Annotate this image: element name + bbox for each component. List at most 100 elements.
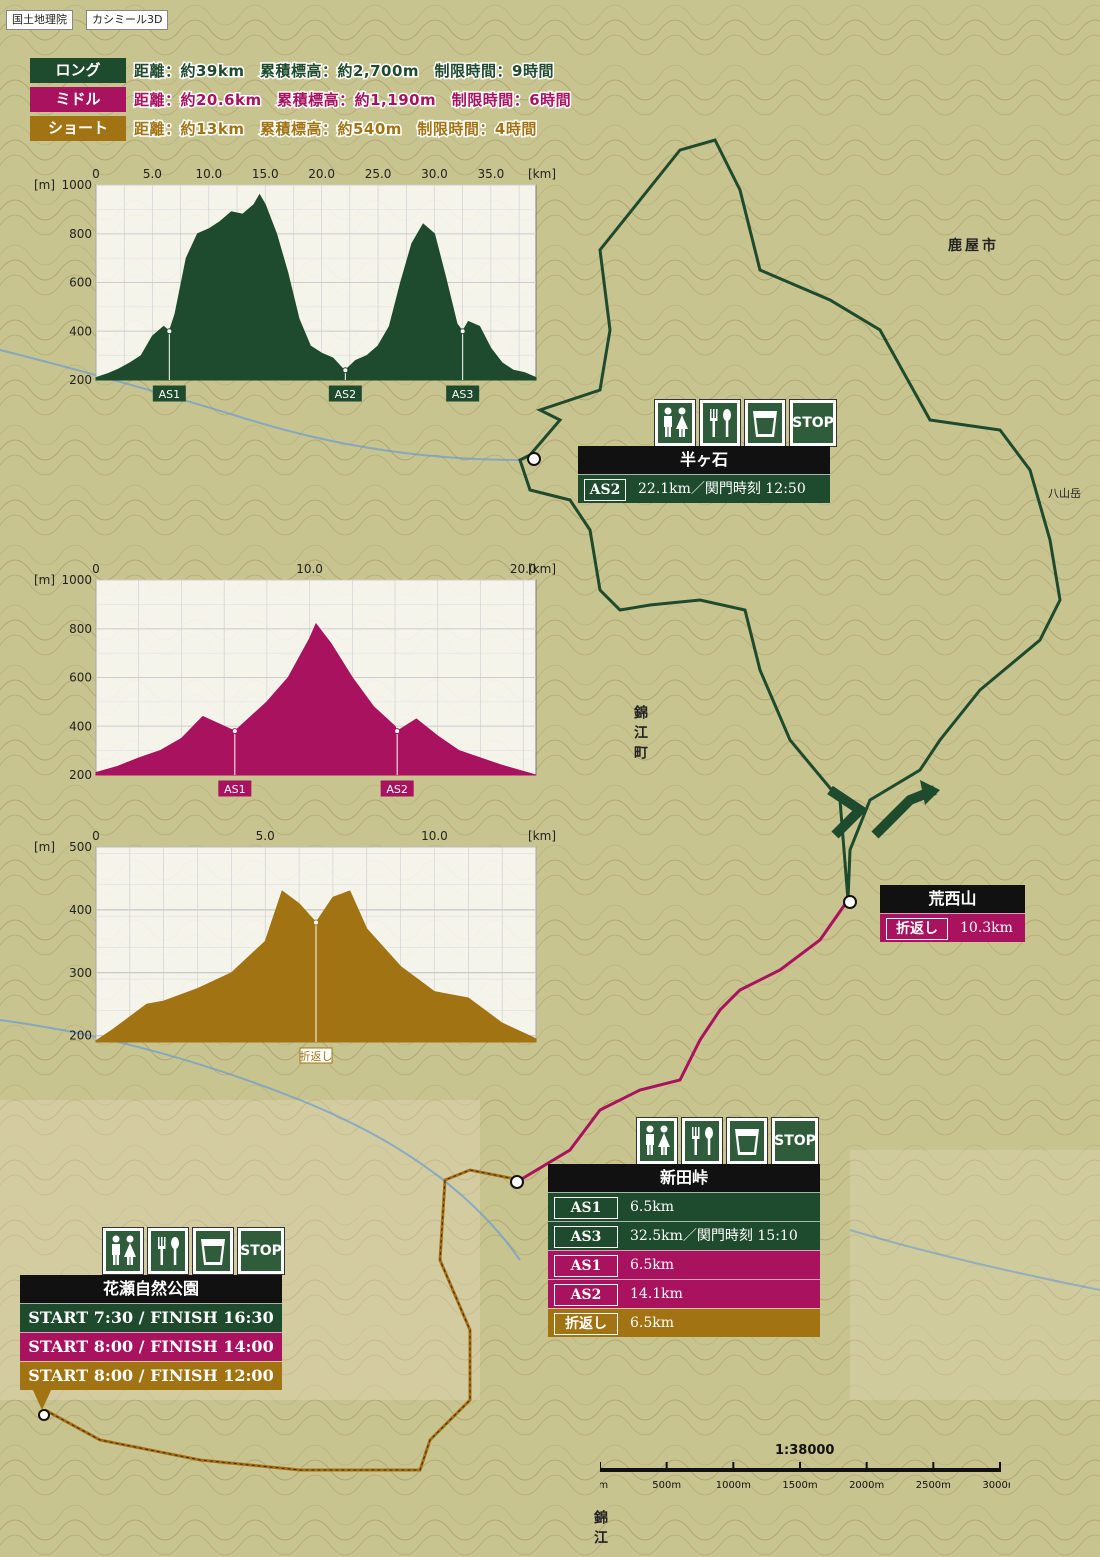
marker-label-box xyxy=(380,780,414,797)
y-tick-label: 200 xyxy=(69,1029,92,1043)
poi-row-tag: AS1 xyxy=(554,1255,618,1277)
scale-tick-label: 2500m xyxy=(916,1480,951,1491)
poi-name-shindatoge: 新田峠 xyxy=(548,1164,820,1192)
y-tick-label: 200 xyxy=(69,768,92,782)
marker-point xyxy=(459,328,466,335)
long-route xyxy=(518,138,1062,901)
drink-cup-icon xyxy=(745,400,785,446)
x-tick-label: 10.0 xyxy=(195,167,222,181)
poi-name-hanase: 花瀬自然公園 xyxy=(20,1275,282,1303)
marker-point xyxy=(342,367,349,374)
middle-route xyxy=(519,899,850,1182)
poi-row-value: 32.5km／関門時刻 15:10 xyxy=(630,1228,798,1244)
pin-hangaishi xyxy=(527,452,541,466)
elevation-chart-long: 1000 800 600 400 200 [m] 0 5.0 10.0 15.0 20.0 25.0 3… xyxy=(30,160,560,410)
course-info-long: 距離：約39km 累積標高：約2,700m 制限時間：9時間 xyxy=(133,61,556,82)
map-label-nishikie-bottom: 錦江 xyxy=(592,1510,608,1550)
poi-row-tag: AS3 xyxy=(554,1226,618,1248)
marker-point xyxy=(166,328,173,335)
marker-label-box xyxy=(446,385,480,402)
poi-row: AS3 32.5km／関門時刻 15:10 xyxy=(548,1221,820,1250)
facility-icons-hangaishi: STOP xyxy=(655,400,836,446)
course-row-short: ショート 距離：約13km 累積標高：約540m 制限時間：4時間 xyxy=(30,116,538,141)
poi-row-value: 22.1km／関門時刻 12:50 xyxy=(638,481,806,497)
scale-tick xyxy=(932,1462,935,1472)
poi-row-tag: AS1 xyxy=(554,1197,618,1219)
course-info-short: 距離：約13km 累積標高：約540m 制限時間：4時間 xyxy=(133,119,538,140)
scale-ratio: 1:38000 xyxy=(775,1443,835,1458)
x-unit-label: [km] xyxy=(528,562,556,576)
scale-tick-label: 1500m xyxy=(782,1480,817,1491)
poi-row: 折返し 6.5km xyxy=(548,1308,820,1337)
y-tick-label: 800 xyxy=(69,227,92,241)
scale-tick xyxy=(999,1462,1001,1472)
y-tick-label: 600 xyxy=(69,671,92,685)
marker-label: AS2 xyxy=(335,388,357,401)
marker-label: AS1 xyxy=(224,783,246,796)
scale-tick xyxy=(865,1462,868,1472)
poi-row: AS2 14.1km xyxy=(548,1279,820,1308)
y-unit-label: [m] xyxy=(34,840,55,854)
x-unit-label: [km] xyxy=(528,829,556,843)
scale-tick xyxy=(665,1462,668,1472)
x-tick-label: 20.0 xyxy=(308,167,335,181)
marker-point xyxy=(394,728,401,735)
y-tick-label: 300 xyxy=(69,966,92,980)
marker-label: AS3 xyxy=(452,388,474,401)
poi-row: 折返し 10.3km xyxy=(880,913,1025,942)
course-row-long: ロング 距離：約39km 累積標高：約2,700m 制限時間：9時間 xyxy=(30,58,556,83)
poi-row-value: 14.1km xyxy=(630,1286,683,1302)
poi-row-value: 6.5km xyxy=(630,1257,675,1273)
scale-tick-label: 500m xyxy=(652,1480,681,1491)
poi-row-value: START 7:30 / FINISH 16:30 xyxy=(28,1308,274,1327)
x-tick-label: 5.0 xyxy=(256,829,275,843)
elevation-chart-short: 500 400 300 200 [m] 0 5.0 10.0 [km] 折返し xyxy=(30,825,560,1075)
y-tick-label: 800 xyxy=(69,622,92,636)
course-tag-short: ショート xyxy=(30,116,126,141)
scale-tick xyxy=(799,1462,801,1472)
x-tick-label: 10.0 xyxy=(421,829,448,843)
y-tick-label: 500 xyxy=(69,840,92,854)
poi-row: START 8:00 / FINISH 14:00 xyxy=(20,1332,282,1361)
marker-label: AS2 xyxy=(386,783,408,796)
x-tick-label: 15.0 xyxy=(252,167,279,181)
credit-kashmir3d: カシミール3D xyxy=(86,10,169,30)
food-icon xyxy=(148,1228,188,1274)
marker-label: 折返し xyxy=(300,1049,333,1063)
poi-name-arasaiyama: 荒西山 xyxy=(880,885,1025,913)
y-tick-label: 600 xyxy=(69,276,92,290)
restroom-icon xyxy=(655,400,695,446)
y-tick-label: 1000 xyxy=(61,573,92,587)
poi-row-tag: 折返し xyxy=(554,1313,618,1335)
x-tick-label: 20.0 xyxy=(510,562,537,576)
scale-tick xyxy=(600,1462,601,1472)
y-tick-label: 400 xyxy=(69,719,92,733)
poi-row-value: 10.3km xyxy=(960,920,1013,936)
elevation-area xyxy=(95,622,537,776)
course-tag-middle: ミドル xyxy=(30,87,126,112)
pin-shindatoge xyxy=(510,1175,524,1189)
y-tick-label: 1000 xyxy=(61,178,92,192)
poi-row-tag: AS2 xyxy=(554,1284,618,1306)
scale-tick-label: 1000m xyxy=(716,1480,751,1491)
food-icon xyxy=(682,1118,722,1164)
scale-tick xyxy=(732,1462,735,1472)
x-tick-label: 30.0 xyxy=(421,167,448,181)
x-tick-label: 35.0 xyxy=(478,167,505,181)
map-label-kanoya: 鹿屋市 xyxy=(948,238,999,254)
poi-row-value: 6.5km xyxy=(630,1315,675,1331)
stop-icon: STOP xyxy=(790,400,836,446)
scale-tick-label: 3000m xyxy=(982,1480,1010,1491)
pointer-hanase xyxy=(32,1388,52,1421)
x-unit-label: [km] xyxy=(528,167,556,181)
marker-point xyxy=(231,728,238,735)
poi-row-value: 6.5km xyxy=(630,1199,675,1215)
direction-arrow-down xyxy=(827,785,868,839)
poi-row: AS1 6.5km xyxy=(548,1250,820,1279)
poi-shindatoge: 新田峠 AS1 6.5km AS3 32.5km／関門時刻 15:10 AS1 … xyxy=(548,1164,820,1337)
poi-row-tag: AS2 xyxy=(584,479,626,501)
poi-row-tag: 折返し xyxy=(886,918,948,940)
marker-point xyxy=(313,919,319,926)
scale-bar: 1:38000 0m 500m 1000m 1500m 2000m 2500m 3000m xyxy=(600,1440,1010,1500)
marker-label-box xyxy=(152,385,186,402)
